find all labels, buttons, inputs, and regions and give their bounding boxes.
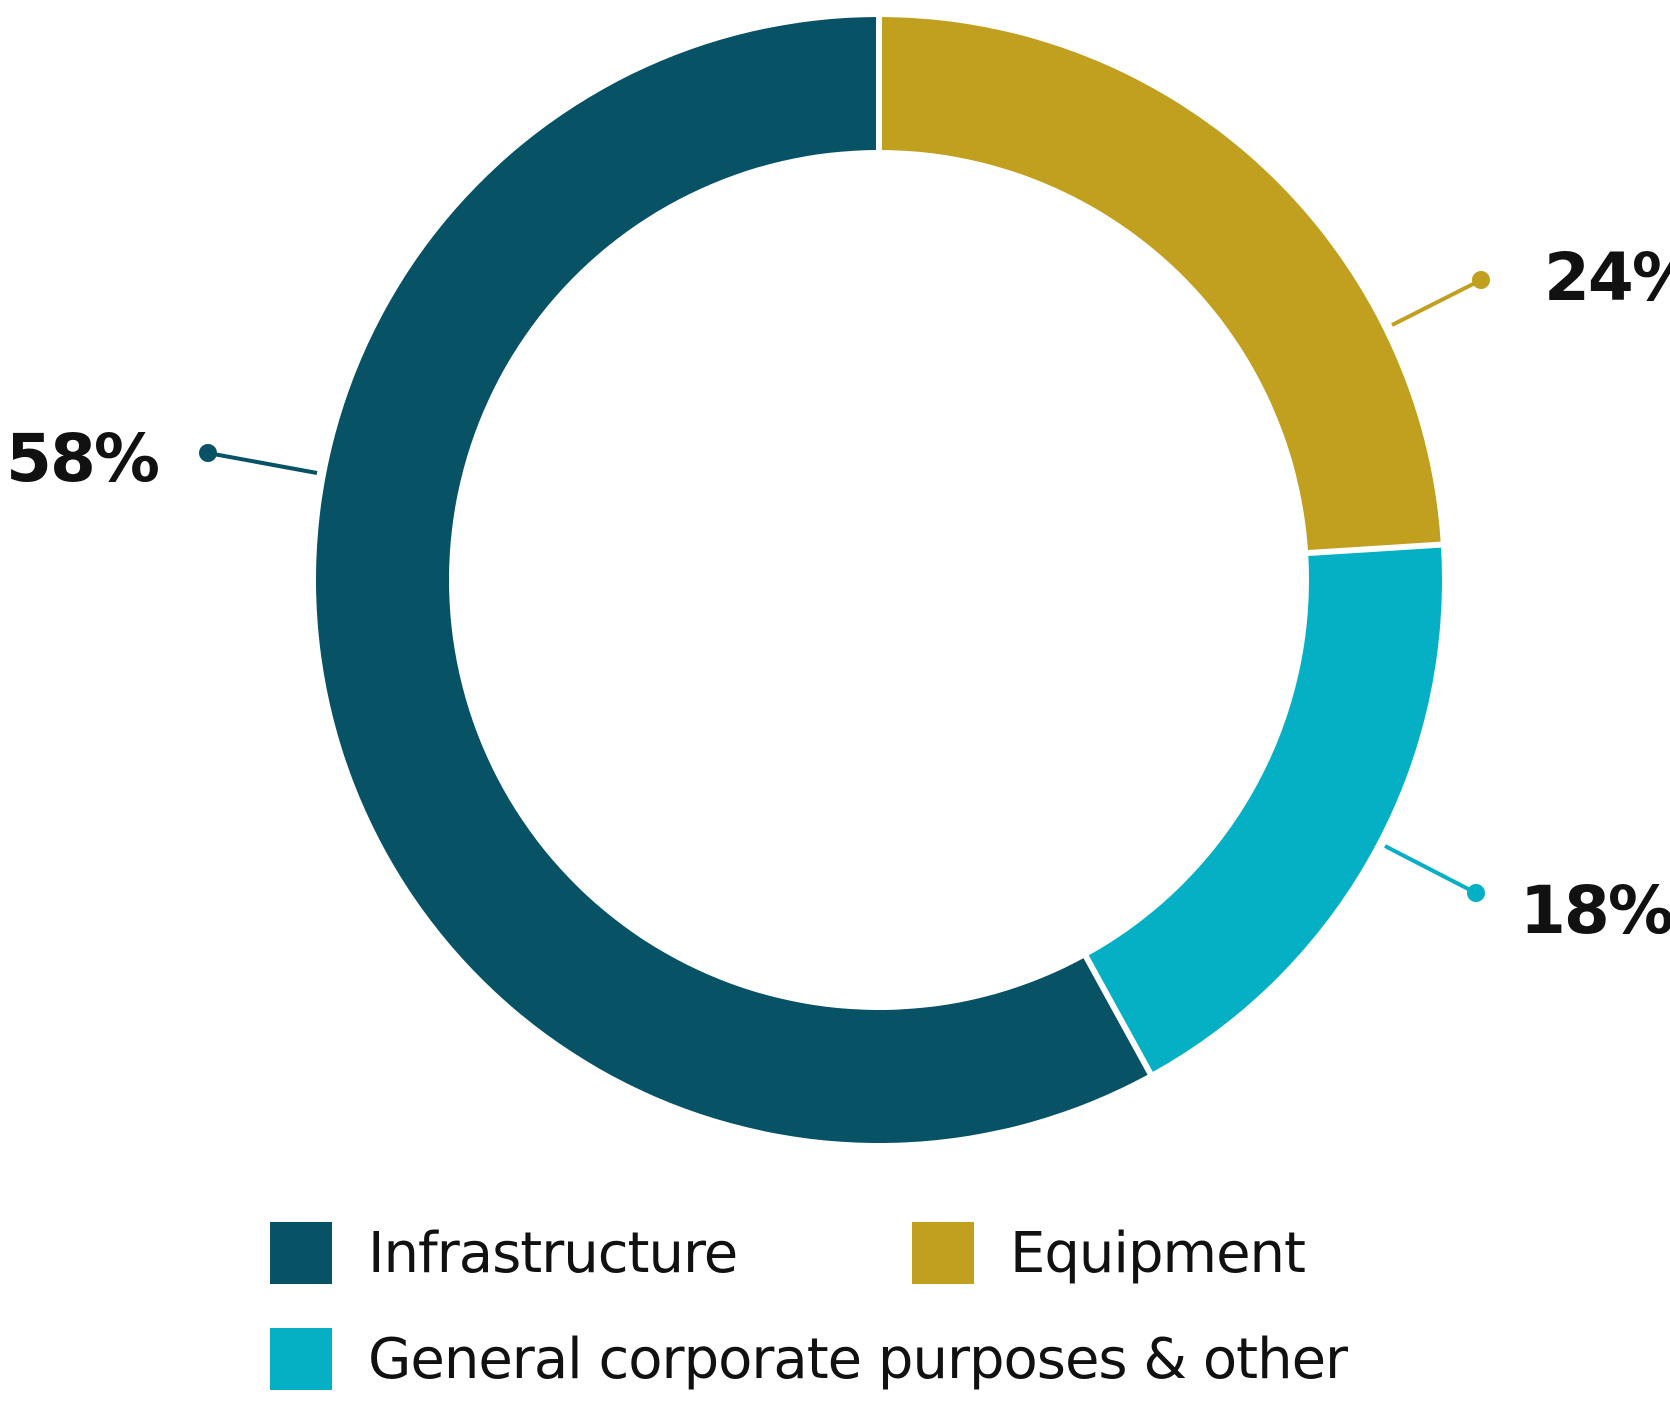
legend-swatch-infrastructure bbox=[270, 1222, 332, 1284]
slice-separator bbox=[1305, 541, 1444, 557]
slice-equipment bbox=[879, 17, 1441, 554]
legend-label-infrastructure: Infrastructure bbox=[368, 1220, 738, 1286]
leader-line bbox=[207, 451, 318, 475]
leader-line bbox=[1384, 844, 1477, 895]
leader-dot bbox=[1467, 884, 1485, 902]
slice-separator bbox=[1082, 953, 1154, 1077]
legend-label-general-corporate: General corporate purposes & other bbox=[368, 1326, 1348, 1392]
legend: Infrastructure Equipment General corpora… bbox=[270, 1220, 1470, 1402]
value-label: 24% bbox=[1544, 239, 1670, 316]
legend-swatch-general-corporate bbox=[270, 1328, 332, 1390]
legend-swatch-equipment bbox=[912, 1222, 974, 1284]
leader-dot bbox=[1472, 271, 1490, 289]
legend-item-infrastructure: Infrastructure bbox=[270, 1220, 738, 1286]
value-label: 18% bbox=[1520, 872, 1670, 949]
legend-label-equipment: Equipment bbox=[1010, 1220, 1306, 1286]
legend-item-equipment: Equipment bbox=[912, 1220, 1306, 1286]
leader-line bbox=[1391, 278, 1482, 327]
value-label: 58% bbox=[6, 420, 159, 497]
slice-general-corporate-purposes-other bbox=[1086, 544, 1442, 1074]
leader-dot bbox=[199, 444, 217, 462]
legend-item-general-corporate: General corporate purposes & other bbox=[270, 1326, 1348, 1392]
slice-infrastructure bbox=[316, 17, 1151, 1143]
